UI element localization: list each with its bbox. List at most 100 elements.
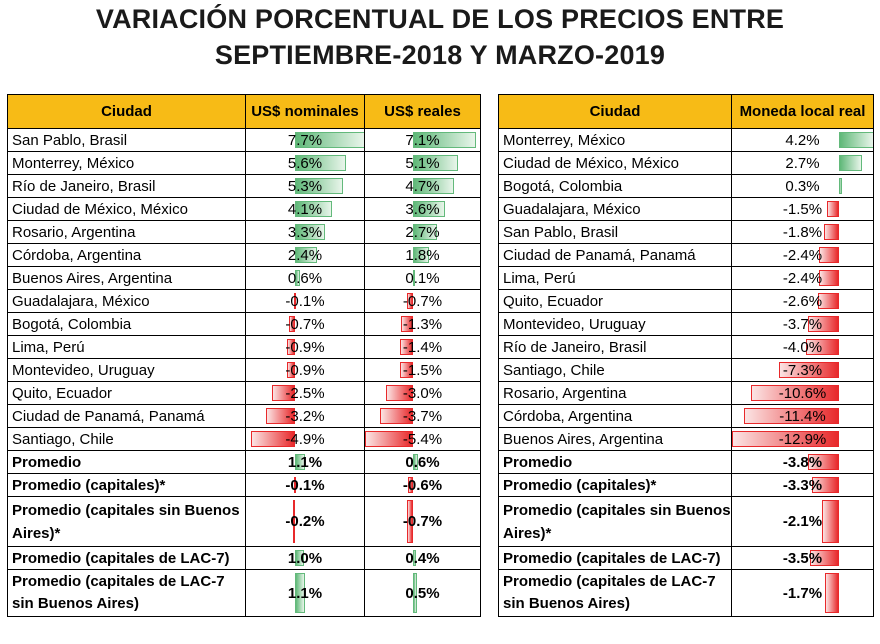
data-label: 4.1% [287, 200, 323, 218]
usd-real-cell: -1.3% [364, 312, 481, 336]
data-label: 7.1% [405, 131, 440, 149]
table-row: Bogotá, Colombia -0.7% -1.3% [7, 312, 481, 336]
table-row: Guadalajara, México -0.1% -0.7% [7, 289, 481, 313]
usd-real-cell: -1.5% [364, 358, 481, 382]
data-label: -0.1% [285, 476, 325, 494]
negative-data-bar [286, 339, 296, 355]
positive-data-bar [412, 454, 419, 470]
data-label: 5.1% [405, 154, 440, 172]
positive-data-bar [412, 247, 429, 263]
data-label: -0.7% [285, 315, 325, 333]
data-label: 0.4% [405, 549, 440, 567]
usd-real-cell: 2.7% [364, 220, 481, 244]
negative-data-bar [286, 362, 296, 378]
summary-row: Promedio 1.1% 0.6% [7, 450, 481, 474]
table-row: Monterrey, México 4.2% [498, 128, 874, 152]
data-label: -5.4% [402, 430, 443, 448]
local-real-cell: -2.4% [731, 266, 874, 290]
local-currency-price-change-table: Ciudad Moneda local real Monterrey, Méxi… [498, 94, 874, 617]
positive-data-bar [295, 573, 306, 613]
negative-data-bar [778, 362, 840, 378]
negative-data-bar [250, 431, 296, 447]
usd-nominal-cell: -4.9% [245, 427, 365, 451]
city-name: Promedio (capitales de LAC-7 sin Buenos … [498, 569, 732, 617]
city-name: Monterrey, México [498, 128, 732, 152]
usd-nominal-cell: -0.1% [245, 473, 365, 497]
data-label: -1.5% [782, 200, 823, 218]
usd-nominal-cell: 1.1% [245, 569, 365, 617]
table-row: San Pablo, Brasil -1.8% [498, 220, 874, 244]
data-label: -3.7% [782, 315, 823, 333]
positive-data-bar [295, 270, 301, 286]
local-real-cell: -2.1% [731, 496, 874, 547]
positive-data-bar [295, 155, 346, 171]
city-name: Quito, Ecuador [498, 289, 732, 313]
summary-row: Promedio -3.8% [498, 450, 874, 474]
positive-data-bar [412, 270, 415, 286]
data-label: 0.1% [405, 269, 440, 287]
table-row: Quito, Ecuador -2.6% [498, 289, 874, 313]
chart-title-line-1: VARIACIÓN PORCENTUAL DE LOS PRECIOS ENTR… [95, 4, 785, 34]
header-moneda-local-real: Moneda local real [731, 94, 874, 129]
data-label: 0.6% [405, 453, 440, 471]
data-label: 0.6% [287, 269, 323, 287]
city-name: Promedio (capitales de LAC-7 sin Buenos … [7, 569, 246, 617]
usd-price-change-table: Ciudad US$ nominales US$ reales San Pabl… [7, 94, 481, 617]
data-label: 1.0% [287, 549, 323, 567]
summary-row: Promedio (capitales de LAC-7) -3.5% [498, 546, 874, 570]
usd-real-cell: 0.4% [364, 546, 481, 570]
city-name: Guadalajara, México [498, 197, 732, 221]
usd-nominal-cell: -0.9% [245, 335, 365, 359]
data-label: 1.1% [287, 453, 323, 471]
city-name: San Pablo, Brasil [7, 128, 246, 152]
data-label: -2.1% [782, 513, 823, 530]
table-row: Córdoba, Argentina 2.4% 1.8% [7, 243, 481, 267]
data-label: -1.5% [402, 361, 443, 379]
header-usd-reales: US$ reales [364, 94, 481, 129]
table-row: Rosario, Argentina -10.6% [498, 381, 874, 405]
negative-data-bar [732, 431, 840, 447]
usd-real-cell: 5.1% [364, 151, 481, 175]
table-row: Montevideo, Uruguay -3.7% [498, 312, 874, 336]
local-real-cell: -2.4% [731, 243, 874, 267]
data-label: 0.5% [405, 584, 440, 602]
data-label: -10.6% [778, 384, 827, 402]
usd-real-cell: 1.8% [364, 243, 481, 267]
local-real-cell: -3.7% [731, 312, 874, 336]
city-name: Lima, Perú [498, 266, 732, 290]
data-label: -0.9% [285, 338, 325, 356]
data-label: -1.7% [782, 584, 823, 602]
usd-real-cell: 7.1% [364, 128, 481, 152]
usd-real-cell: -3.7% [364, 404, 481, 428]
usd-real-cell: 3.6% [364, 197, 481, 221]
positive-data-bar [412, 201, 445, 217]
city-name: Promedio (capitales sin Buenos Aires)* [498, 496, 732, 547]
data-label: -3.3% [782, 476, 823, 494]
usd-real-cell: 4.7% [364, 174, 481, 198]
data-label: -0.2% [285, 513, 325, 530]
positive-data-bar [412, 224, 437, 240]
positive-data-bar [839, 178, 842, 194]
positive-data-bar [839, 155, 862, 171]
negative-data-bar [821, 500, 840, 543]
data-label: -3.0% [402, 384, 443, 402]
data-label: 4.7% [405, 177, 440, 195]
local-real-cell: -1.8% [731, 220, 874, 244]
usd-nominal-cell: -3.2% [245, 404, 365, 428]
usd-nominal-cell: 5.6% [245, 151, 365, 175]
local-real-cell: 4.2% [731, 128, 874, 152]
table-row: Monterrey, México 5.6% 5.1% [7, 151, 481, 175]
data-label: -11.4% [779, 407, 826, 425]
city-name: Ciudad de México, México [7, 197, 246, 221]
local-real-cell: 2.7% [731, 151, 874, 175]
data-label: 3.6% [405, 200, 440, 218]
local-real-cell: -12.9% [731, 427, 874, 451]
data-label: -0.6% [402, 476, 443, 494]
city-name: San Pablo, Brasil [498, 220, 732, 244]
data-label: -0.7% [402, 513, 443, 530]
data-label: -1.4% [402, 338, 443, 356]
city-name: Lima, Perú [7, 335, 246, 359]
header-ciudad: Ciudad [7, 94, 246, 129]
city-name: Promedio [498, 450, 732, 474]
city-name: Rosario, Argentina [498, 381, 732, 405]
